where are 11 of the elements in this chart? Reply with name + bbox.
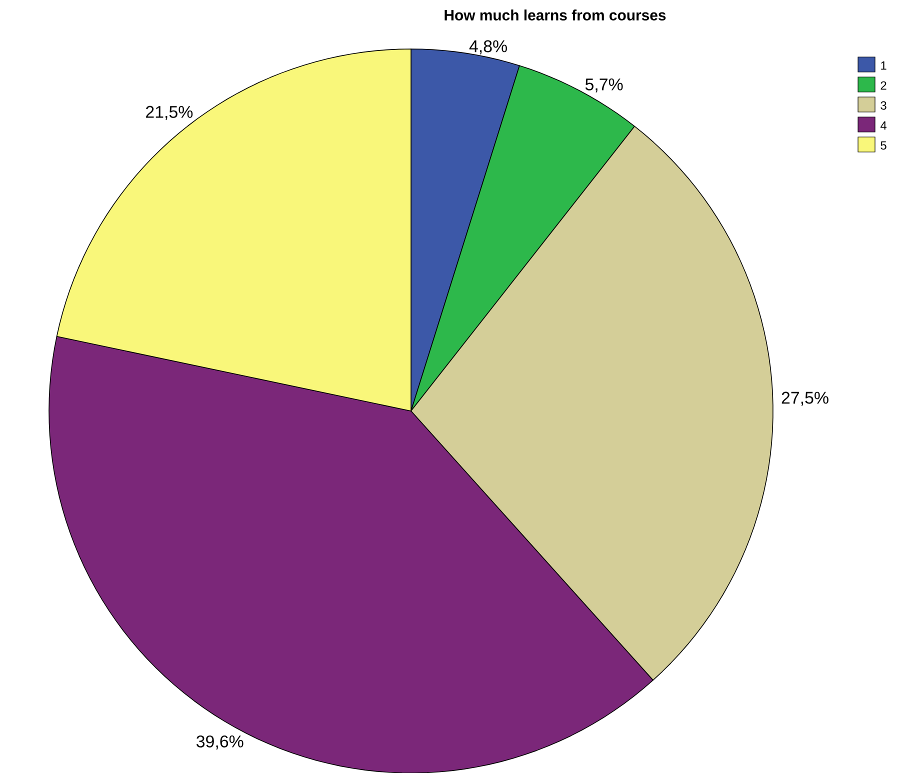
chart-title: How much learns from courses xyxy=(444,9,666,20)
data-label: 39,6% xyxy=(196,735,244,750)
legend-label: 4 xyxy=(880,121,887,130)
legend-label: 2 xyxy=(880,81,886,90)
legend-label: 5 xyxy=(880,141,886,150)
data-label: 27,5% xyxy=(782,392,828,406)
data-label: 4,8% xyxy=(469,40,507,54)
legend-label: 3 xyxy=(880,101,886,110)
legend-label: 1 xyxy=(881,61,886,70)
data-label: 21,5% xyxy=(146,106,193,120)
data-label: 5,7% xyxy=(585,78,623,92)
